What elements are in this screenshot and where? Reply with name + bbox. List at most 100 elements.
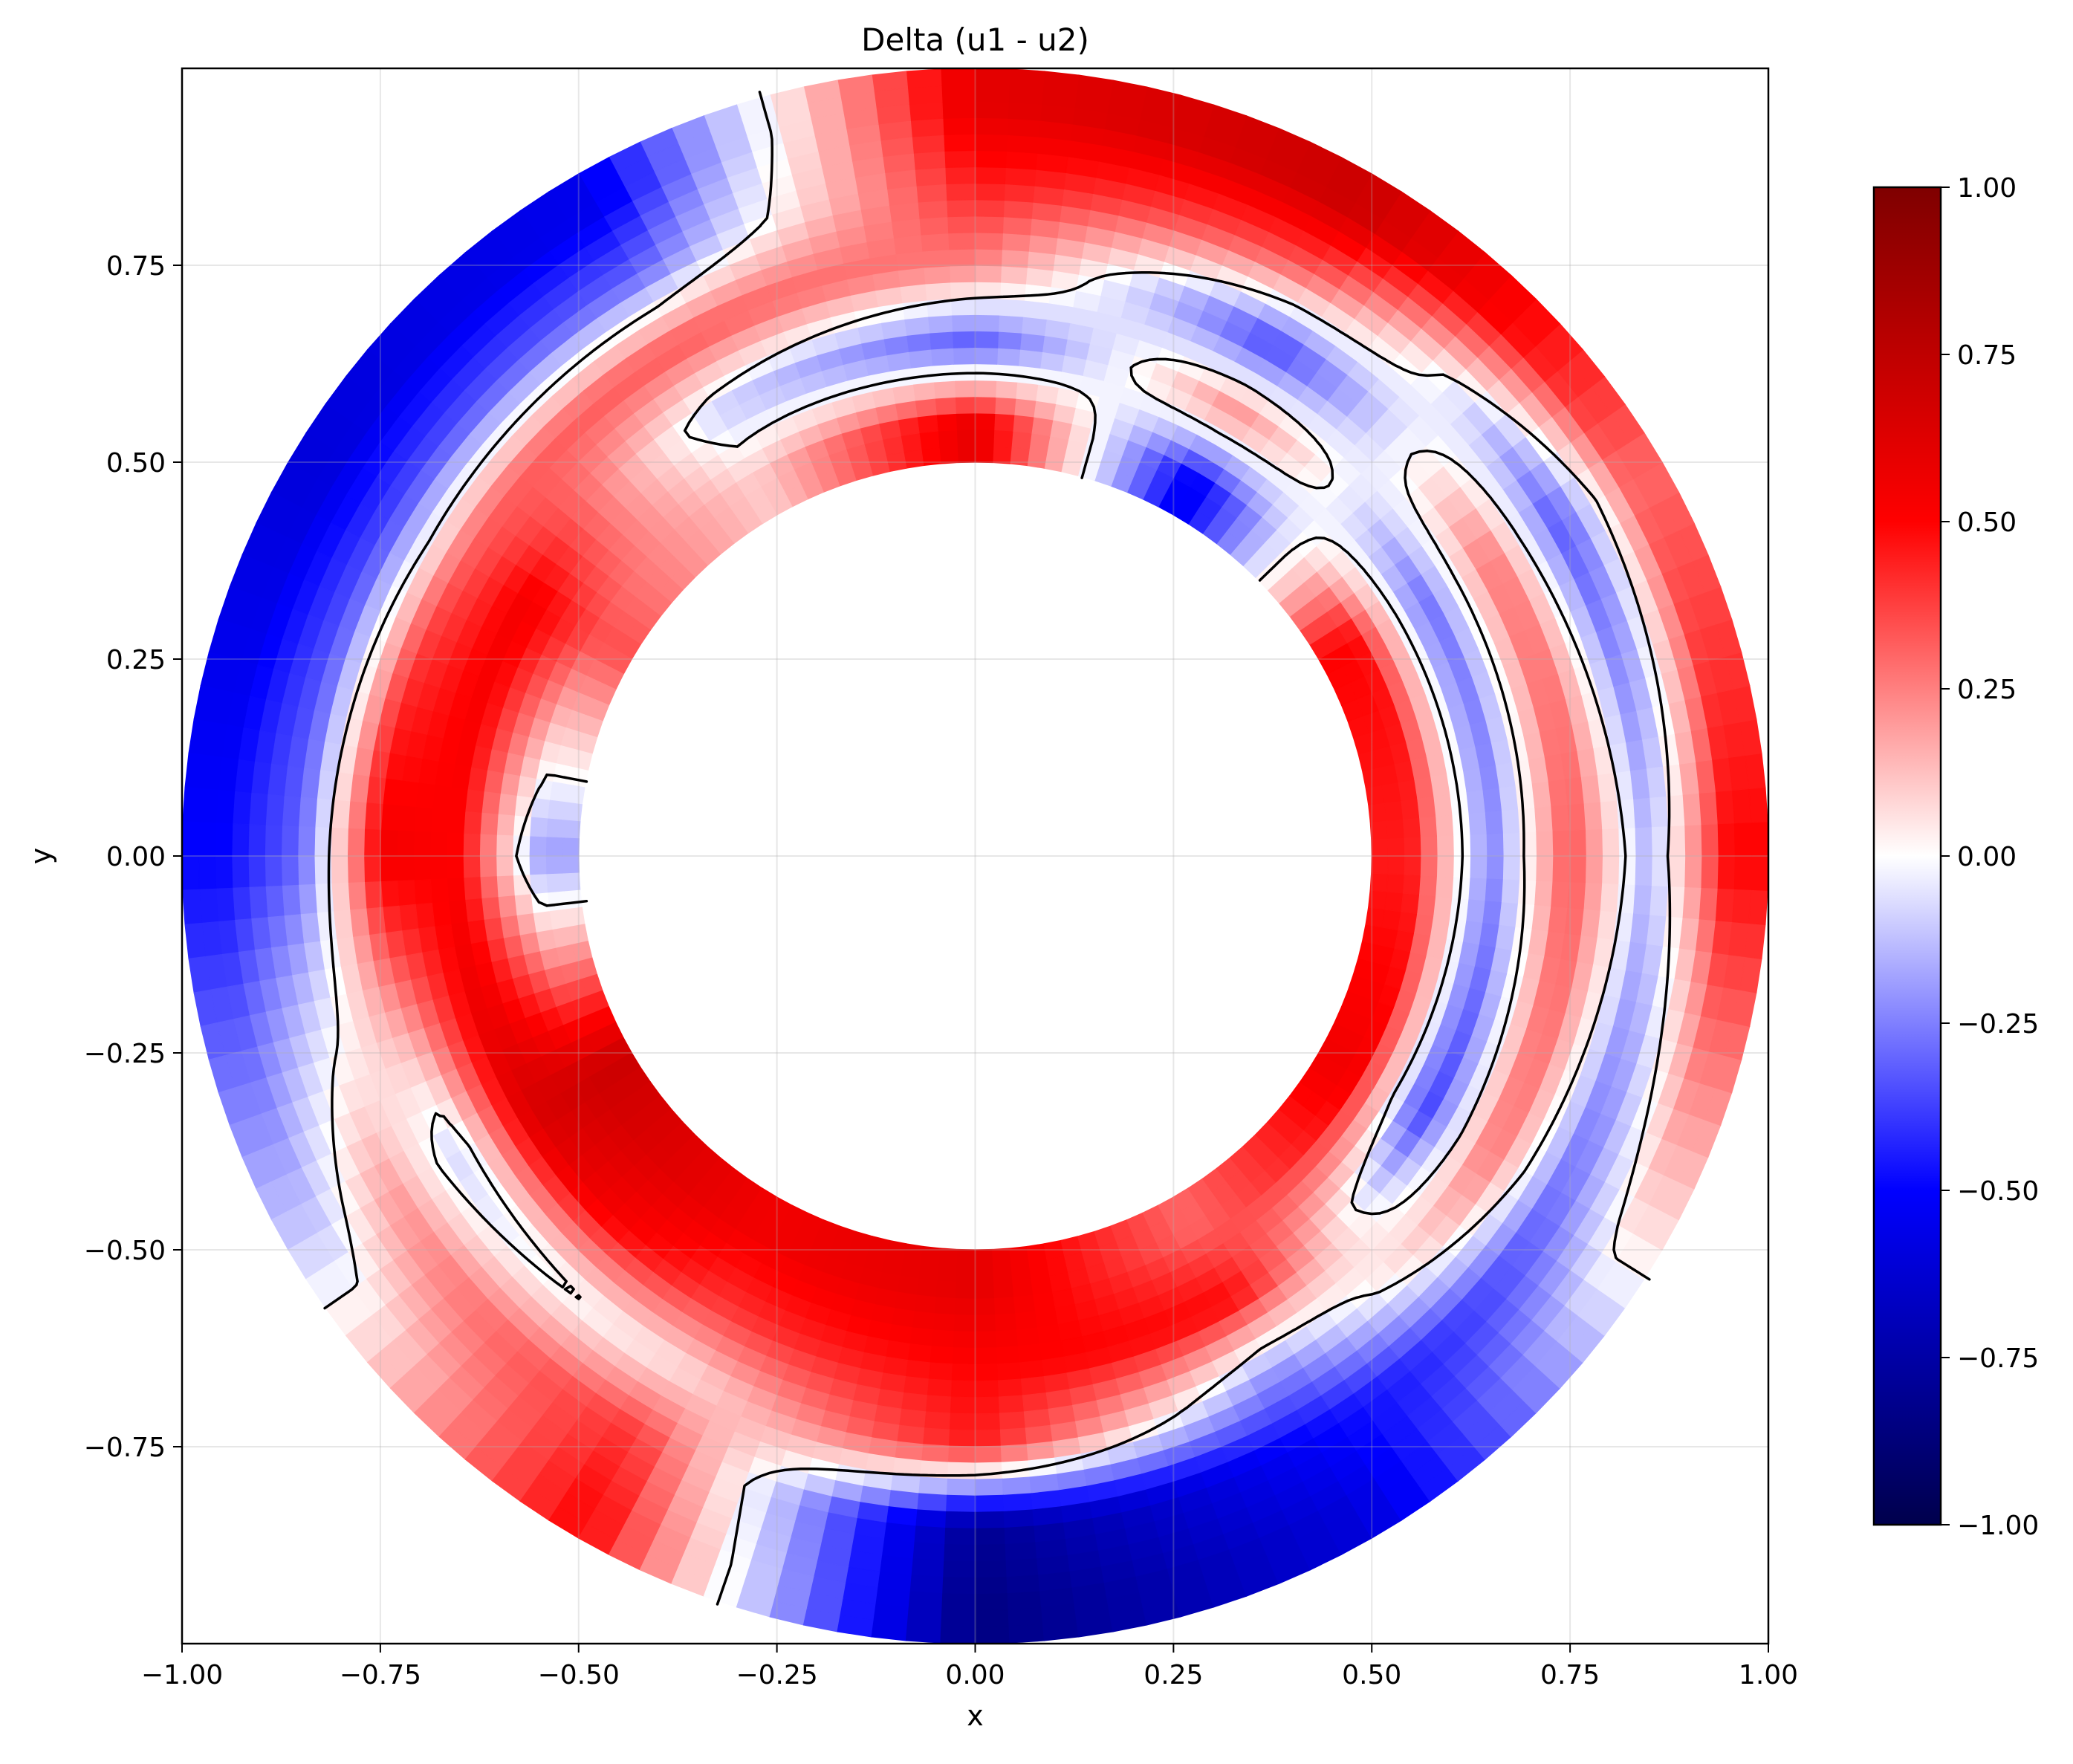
field-cell [545,855,563,875]
field-cell [949,281,976,299]
field-cell [1551,804,1571,831]
field-cell [1699,886,1719,921]
field-cell [1468,811,1488,835]
field-cell [993,412,1015,432]
field-cell [1002,1476,1032,1497]
field-cell [901,299,929,320]
field-cell [903,448,924,469]
field-cell [907,1343,933,1363]
field-cell [1003,1509,1035,1529]
field-cell [1668,824,1687,857]
field-cell [956,1265,976,1283]
field-cell [1007,101,1042,121]
field-cell [446,832,464,857]
field-cell [949,1413,976,1431]
field-cell [914,398,937,418]
field-cell [182,889,202,926]
y-tick-label: 0.75 [106,251,166,282]
field-cell [974,1527,1006,1546]
field-cell [904,316,930,337]
field-cell [396,830,415,857]
field-cell [944,166,976,185]
field-cell [1568,829,1588,857]
field-cell [974,1543,1007,1563]
field-cell [231,855,250,889]
field-cell [429,878,450,904]
x-tick-label: −1.00 [141,1660,223,1690]
field-cell [1468,877,1488,901]
field-cell [992,1248,1012,1267]
field-cell [974,314,1000,332]
field-cell [1633,797,1653,829]
field-cell [974,1298,996,1316]
field-cell [247,823,266,857]
field-cell [346,855,366,884]
field-cell [974,396,996,414]
field-cell [974,1593,1009,1612]
field-cell [952,1347,976,1366]
field-cell [974,248,1003,267]
field-cell [1386,873,1405,894]
field-cell [907,348,933,369]
field-cell [994,1297,1016,1316]
field-cell [909,1575,944,1595]
field-cell [545,873,565,894]
field-cell [946,1494,976,1513]
field-cell [1365,784,1386,805]
field-cell [947,1462,976,1480]
field-cell [950,1396,976,1415]
x-tick-label: 0.50 [1342,1660,1401,1690]
field-cell [546,891,566,912]
field-cell [917,199,948,219]
field-cell [912,381,935,401]
field-cell [198,855,217,890]
field-cell [562,820,581,840]
field-cell [974,1363,999,1382]
field-cell [1371,837,1389,857]
field-cell [951,330,976,348]
field-cell [231,823,250,857]
field-cell [1006,1575,1041,1595]
field-cell [899,1408,927,1429]
field-cell [1585,855,1604,884]
field-cell [1002,1493,1034,1513]
field-cell [937,429,958,448]
field-cell [412,855,431,881]
field-cell [1381,781,1402,803]
field-cell [974,84,1010,103]
field-cell [918,430,940,450]
colorbar-tick-label: 0.75 [1957,340,2017,371]
field-cell [397,805,416,832]
field-cell [1602,855,1621,885]
field-cell [1420,855,1438,877]
field-cell [974,182,1005,201]
x-tick-label: 0.00 [945,1660,1005,1690]
field-cell [347,801,367,831]
field-cell [920,232,950,252]
field-cell [1013,398,1036,418]
field-cell [1519,855,1538,881]
field-cell [1502,855,1522,881]
field-cell [941,1593,976,1612]
field-cell [562,872,581,892]
field-cell [215,887,236,923]
field-cell [528,855,547,876]
field-cell [1748,786,1768,823]
y-tick-label: 0.25 [106,645,166,675]
field-cell [928,331,954,350]
field-cell [464,788,484,814]
field-cell [1501,878,1521,904]
field-cell [1548,778,1568,807]
field-cell [915,183,947,203]
field-cell [996,1346,1021,1365]
field-cell [1012,414,1034,434]
field-cell [330,827,348,857]
field-cell [431,785,452,811]
field-cell [447,787,468,812]
field-cell [463,811,482,835]
field-cell [1552,855,1571,883]
field-cell [431,901,452,927]
field-cell [1649,884,1670,917]
field-cell [974,1626,1010,1644]
